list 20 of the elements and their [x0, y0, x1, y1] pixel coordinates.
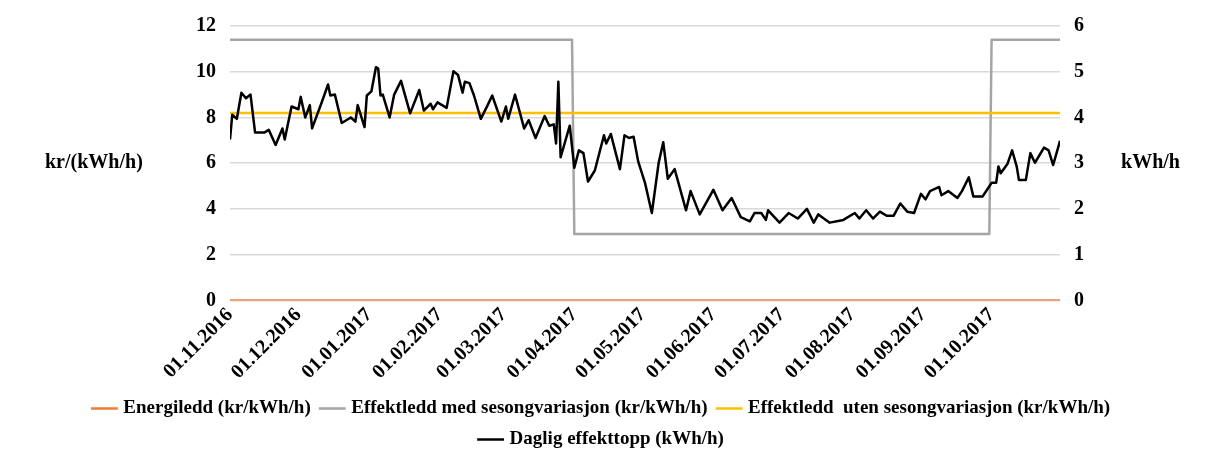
y2-axis-title: kWh/h: [1121, 150, 1180, 173]
y-tick-label: 10: [196, 58, 216, 81]
y2-tick-label: 1: [1074, 241, 1084, 264]
y-tick-label: 12: [196, 13, 216, 36]
legend-label: Effektledd uten sesongvariasjon (kr/kWh/h): [748, 396, 1111, 419]
y2-tick-label: 0: [1074, 287, 1084, 310]
y2-tick-label: 4: [1074, 104, 1084, 127]
y-tick-label: 6: [206, 150, 216, 173]
y-tick-label: 4: [206, 196, 216, 219]
legend-label: Effektledd med sesongvariasjon (kr/kWh/h): [351, 396, 708, 419]
y2-tick-label: 3: [1074, 150, 1084, 173]
legend-label: Energiledd (kr/kWh/h): [123, 396, 311, 419]
y2-tick-label: 5: [1074, 58, 1084, 81]
legend-label: Daglig effekttopp (kWh/h): [509, 427, 724, 450]
y-tick-label: 2: [206, 241, 216, 264]
y-axis-title: kr/(kWh/h): [45, 150, 143, 174]
y-tick-label: 8: [206, 104, 216, 127]
y-tick-label: 0: [206, 287, 216, 310]
y2-tick-label: 2: [1074, 196, 1084, 219]
y2-tick-label: 6: [1074, 13, 1084, 36]
